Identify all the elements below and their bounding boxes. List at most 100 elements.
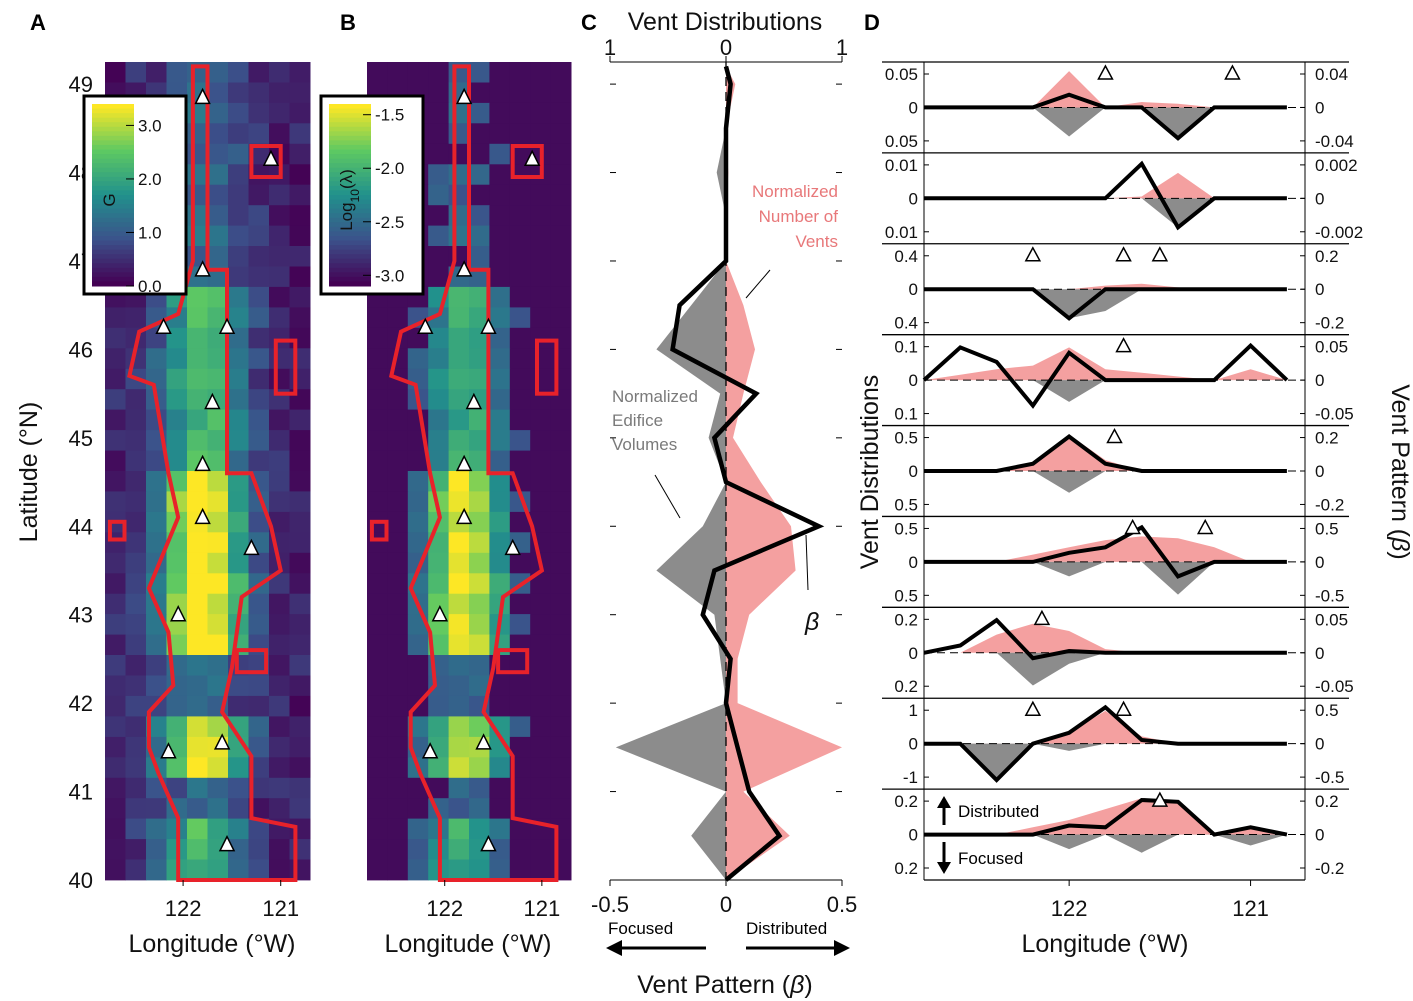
heatmap-cell [448, 798, 470, 820]
heatmap-cell [489, 102, 511, 124]
colorbar-step [329, 208, 371, 214]
heatmap-cell [207, 184, 229, 206]
heatmap-cell [530, 491, 552, 513]
bottom-tick-label: -0.5 [591, 892, 629, 917]
series-normalized-edifice-volumes [615, 66, 726, 880]
vent-triangle [1115, 246, 1132, 262]
right-tick-label: 0 [1315, 553, 1324, 572]
colorbar-step [92, 213, 134, 219]
left-tick-label: 0 [909, 462, 918, 481]
vent-triangle [1124, 518, 1141, 535]
colorbar-step [329, 185, 371, 191]
heatmap-cell [289, 634, 311, 656]
right-tick-label: 0.2 [1315, 792, 1339, 811]
left-tick-label: -1 [903, 768, 918, 787]
volcanic-region-box [510, 144, 544, 179]
profile-rows: 0.05 0 0.05 0.04 0 -0.04 0.01 0 0.01 0.002 0 -0.002… [882, 61, 1363, 880]
heatmap-cell [269, 573, 290, 595]
y-tick-label: 41 [69, 780, 93, 805]
heatmap-cell [125, 430, 147, 451]
heatmap-cell [105, 839, 126, 860]
heatmap-cell [269, 757, 290, 779]
heatmap-cell [166, 430, 188, 451]
heatmap-cell [269, 798, 290, 820]
heatmap-cell [367, 757, 388, 779]
heatmap-cell [550, 716, 572, 738]
heatmap-cell [289, 532, 311, 554]
heatmap-cell [489, 818, 511, 840]
heatmap-cell [530, 205, 552, 227]
left-tick-label: 0 [909, 189, 918, 208]
heatmap-cell [489, 471, 511, 492]
heatmap-cell [187, 225, 208, 247]
heatmap-cell [289, 757, 311, 779]
heatmap-cell [207, 205, 229, 227]
heatmap-cell [448, 839, 470, 860]
heatmap-cell [509, 246, 531, 267]
heatmap-cell [469, 62, 490, 83]
heatmap-cell [207, 62, 229, 83]
heatmap-cell [448, 777, 470, 799]
heatmap-cell [448, 348, 470, 370]
heatmap-cell [530, 368, 552, 390]
annotation-edifice: Edifice [612, 411, 663, 430]
heatmap-cell [530, 593, 552, 615]
heatmap-cell [125, 655, 147, 676]
heatmap-cell [228, 450, 249, 472]
profile-row: 0.05 0 0.05 0.04 0 -0.04 [882, 61, 1354, 153]
heatmap-cell [428, 123, 450, 145]
heatmap-cell [248, 184, 270, 206]
heatmap-cell [105, 736, 126, 758]
colorbar-step [329, 249, 371, 255]
heatmap-cell [469, 450, 490, 472]
vent-triangle [194, 260, 211, 277]
heatmap-cell [367, 348, 388, 370]
heatmap-cell [187, 409, 208, 431]
heatmap-cell [367, 839, 388, 860]
annotation-beta-leader [805, 534, 809, 591]
heatmap-cell [530, 757, 552, 779]
heatmap-cell [509, 736, 531, 758]
heatmap-cell [207, 430, 229, 451]
heatmap-cell [269, 716, 290, 738]
left-tick-label: 0 [909, 280, 918, 299]
profile-row: 1 0 -1 0.5 0 -0.5 [882, 697, 1349, 790]
heatmap-cell [146, 716, 167, 738]
heatmap-cell [248, 450, 270, 472]
heatmap-cell [269, 102, 290, 124]
heatmap-cell [105, 409, 126, 431]
heatmap-cell [550, 532, 572, 554]
y-tick-label: 49 [69, 72, 93, 97]
heatmap-cell [530, 634, 552, 656]
heatmap-cell [248, 593, 270, 615]
heatmap-cell [289, 675, 311, 697]
colorbar-step [329, 158, 371, 164]
heatmap-cell [367, 695, 388, 717]
right-tick-label: -0.002 [1315, 223, 1363, 242]
heatmap-cell [530, 511, 552, 533]
heatmap-cell [469, 164, 490, 186]
y-tick-label: 40 [69, 868, 93, 893]
heatmap-cell [550, 102, 572, 124]
heatmap-cell [509, 225, 531, 247]
heatmap-cell [448, 123, 470, 145]
left-tick-label: 0.5 [894, 519, 918, 538]
heatmap-cell [166, 348, 188, 370]
heatmap-cell [207, 368, 229, 390]
heatmap-cell [146, 368, 167, 390]
vent-triangle [155, 317, 172, 335]
volcanic-region-box [273, 338, 298, 396]
heatmap-cell [248, 123, 270, 145]
bottom-tick-label: 0.5 [827, 892, 858, 917]
heatmap-cell [187, 675, 208, 697]
heatmap-cell [248, 164, 270, 186]
heatmap-cell [207, 307, 229, 329]
heatmap-cell [550, 859, 572, 881]
heatmap-cell [125, 614, 147, 635]
heatmap-cell [530, 430, 552, 451]
vent-triangle [1115, 700, 1132, 716]
heatmap-cell [530, 614, 552, 635]
heatmap-cell [469, 143, 490, 165]
colorbar-step [92, 272, 134, 278]
colorbar-step [329, 226, 371, 232]
